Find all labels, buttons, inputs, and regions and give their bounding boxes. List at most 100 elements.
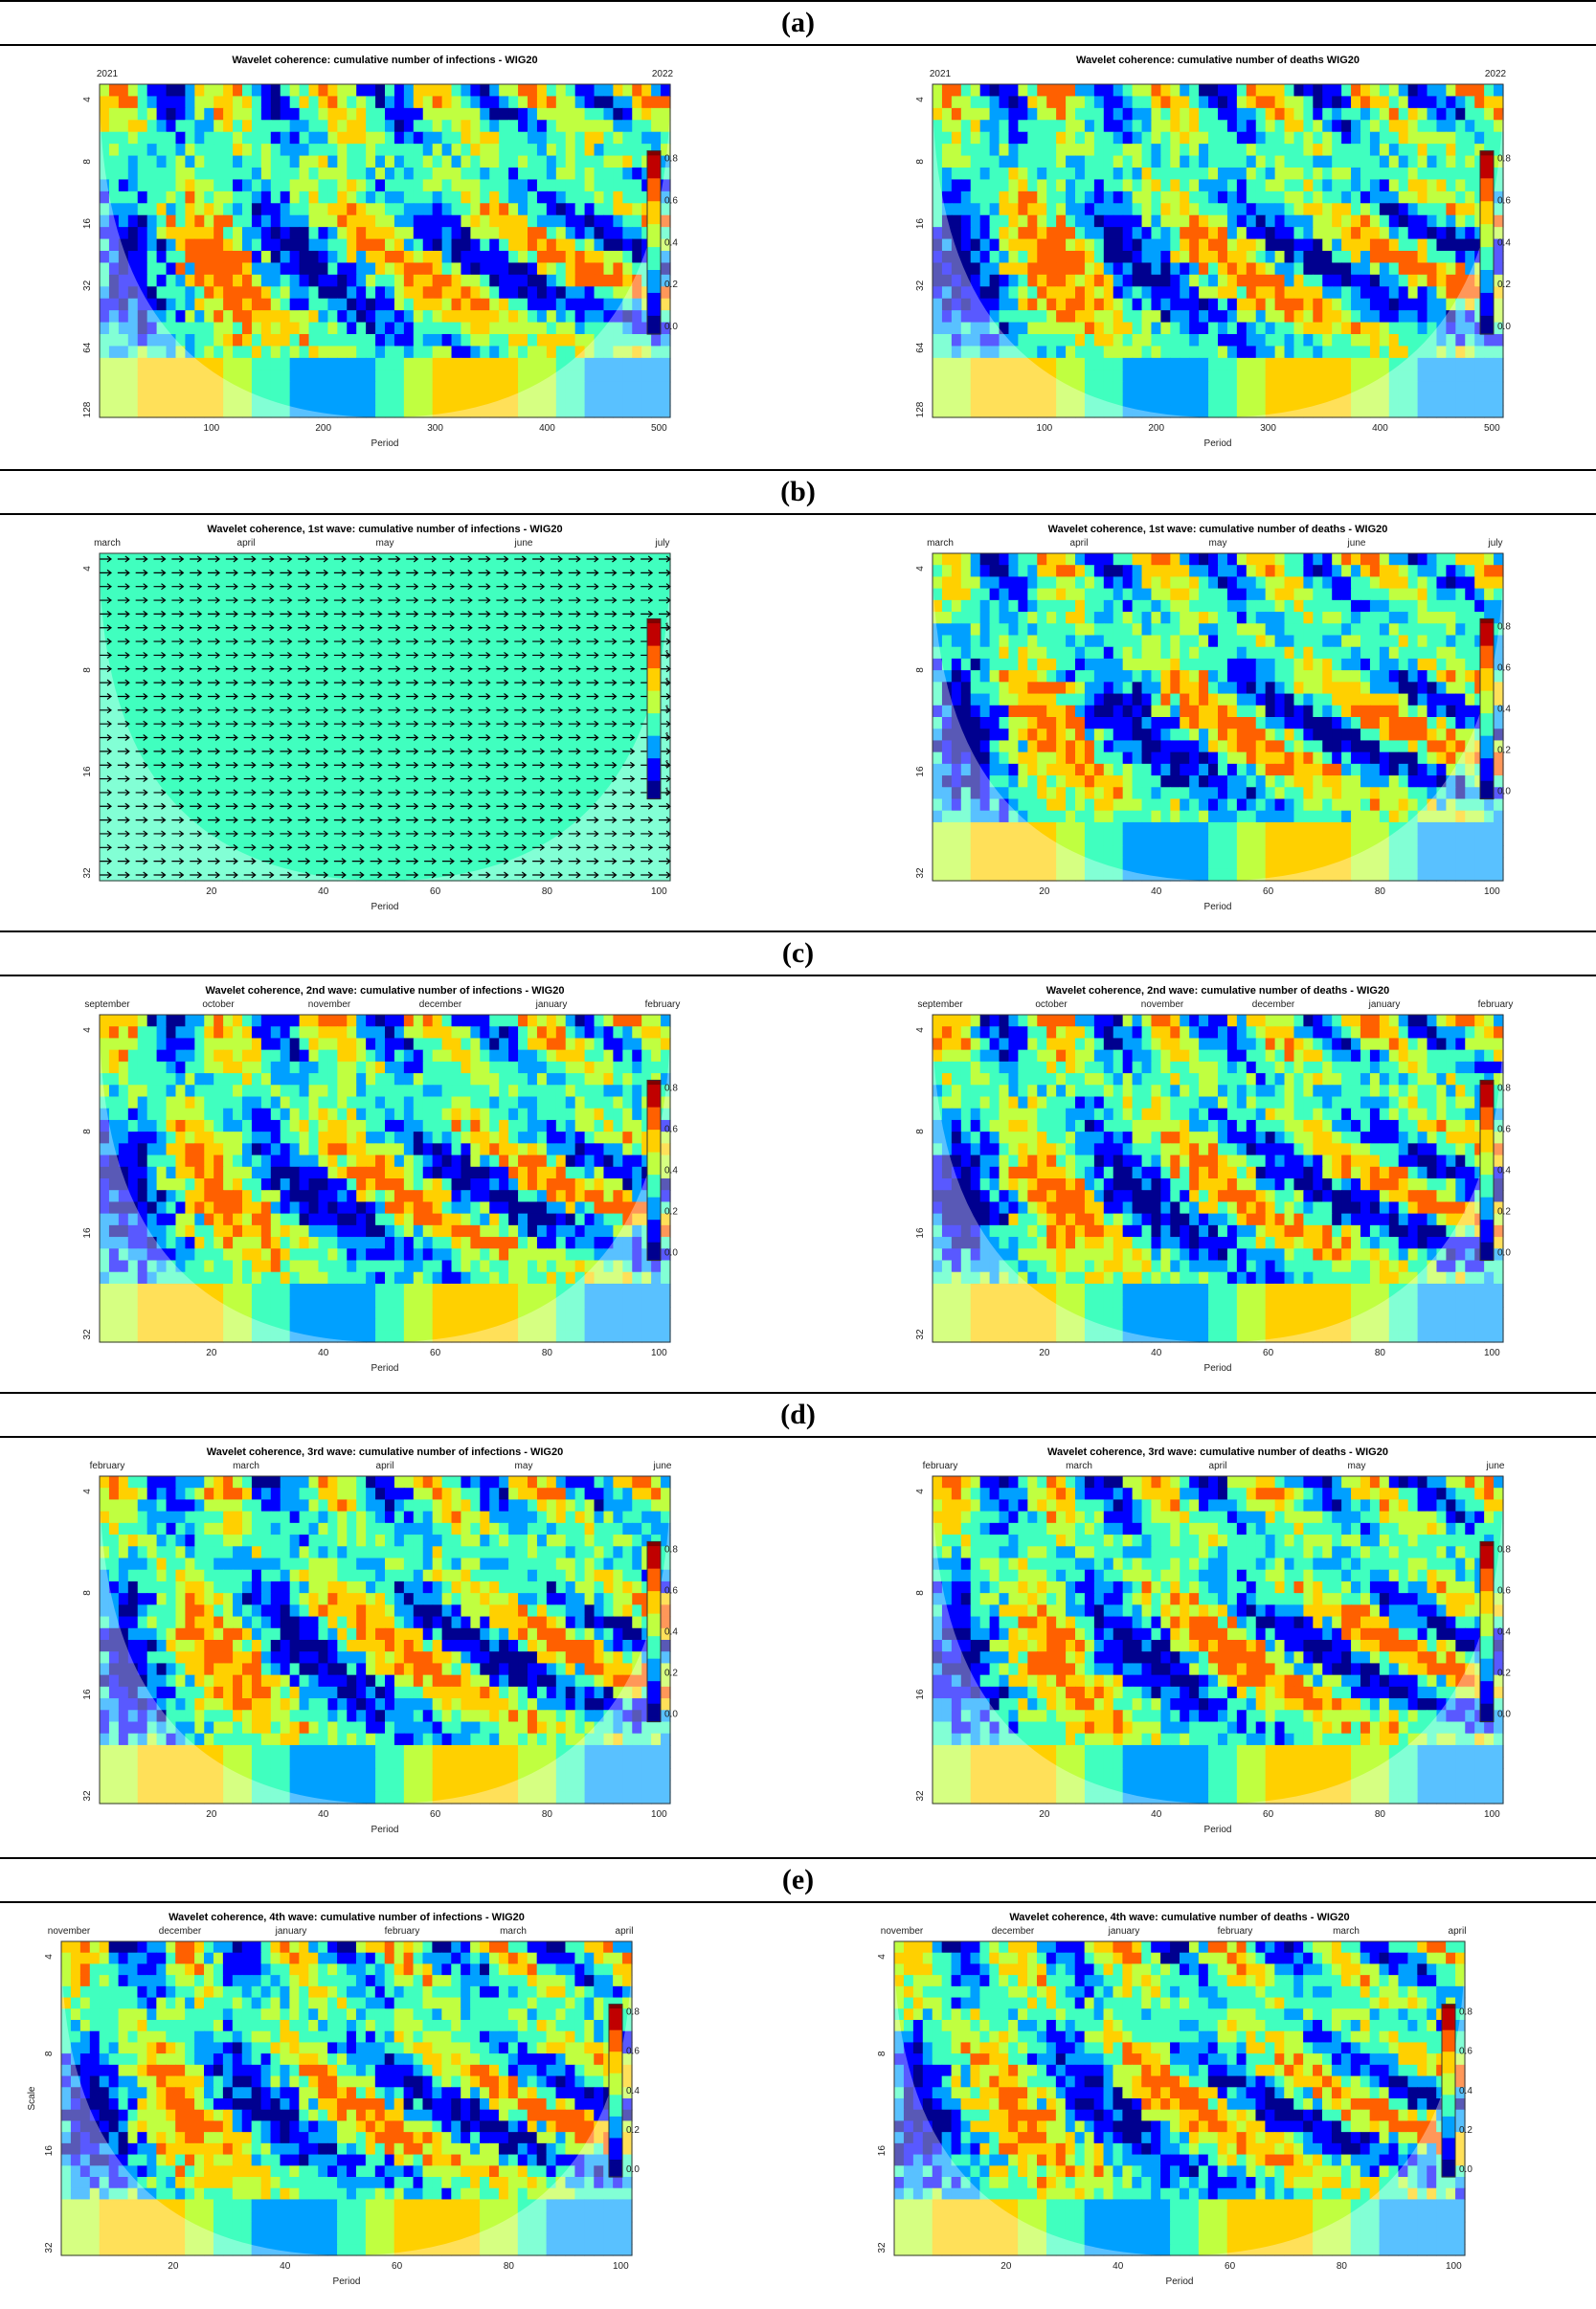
heatmap-cell (1399, 227, 1409, 239)
heatmap-cell (128, 647, 139, 660)
heatmap-cell (1484, 108, 1495, 121)
heatmap-cell (1418, 120, 1428, 132)
heatmap-cell (175, 310, 186, 323)
heatmap-cell (1208, 239, 1219, 252)
heatmap-cell (1322, 262, 1333, 275)
heatmap-cell (595, 717, 605, 729)
heatmap-cell (1046, 299, 1057, 311)
heatmap-cell (261, 239, 272, 252)
heatmap-cell (622, 215, 633, 228)
heatmap-cell (1056, 262, 1067, 275)
heatmap-cell (1322, 156, 1333, 168)
heatmap-cell (508, 834, 519, 846)
heatmap-cell (204, 299, 214, 311)
heatmap-cell (452, 706, 462, 718)
heatmap-cell (1056, 156, 1067, 168)
heatmap-cell (661, 565, 671, 577)
heatmap-cell (385, 822, 395, 835)
heatmap-cell (356, 752, 367, 765)
heatmap-cell (1170, 334, 1180, 347)
heatmap-cell (318, 227, 328, 239)
heatmap-cell (385, 84, 395, 97)
heatmap-cell (347, 179, 357, 191)
heatmap-cell (375, 299, 386, 311)
heatmap-cell (385, 215, 395, 228)
heatmap-cell (1085, 227, 1095, 239)
heatmap-cell (147, 670, 158, 683)
heatmap-cell (147, 251, 158, 263)
heatmap-cell (547, 179, 557, 191)
heatmap-cell (1008, 144, 1019, 156)
heatmap-cell (194, 203, 205, 215)
colorbar-swatch (647, 183, 661, 188)
heatmap-cell (252, 346, 262, 358)
heatmap-cell (585, 752, 596, 765)
heatmap-cell (1160, 168, 1171, 180)
heatmap-cell (1455, 132, 1466, 145)
heatmap-cell (204, 799, 214, 812)
heatmap-cell (1142, 168, 1153, 180)
heatmap-cell (414, 346, 424, 358)
heatmap-cell (1075, 120, 1086, 132)
heatmap-cell (537, 752, 548, 765)
heatmap-cell (147, 227, 158, 239)
heatmap-cell (252, 84, 262, 97)
heatmap-cell (603, 227, 614, 239)
heatmap-cell (1046, 275, 1057, 287)
heatmap-cell (499, 694, 509, 706)
heatmap-cell (423, 382, 434, 394)
heatmap-cell (461, 156, 471, 168)
heatmap-cell (1275, 358, 1286, 370)
heatmap-cell (309, 323, 320, 335)
heatmap-cell (404, 262, 415, 275)
heatmap-cell (223, 239, 234, 252)
heatmap-cell (1332, 382, 1342, 394)
heatmap-cell (433, 215, 443, 228)
heatmap-cell (185, 323, 195, 335)
heatmap-cell (318, 799, 328, 812)
heatmap-cell (613, 239, 623, 252)
heatmap-cell (1160, 84, 1171, 97)
heatmap-cell (1000, 120, 1010, 132)
heatmap-cell (1227, 108, 1238, 121)
heatmap-cell (461, 275, 471, 287)
heatmap-cell (651, 120, 662, 132)
heatmap-cell (1075, 227, 1086, 239)
heatmap-cell (423, 96, 434, 108)
heatmap-cell (223, 775, 234, 788)
heatmap-cell (327, 565, 338, 577)
heatmap-cell (1218, 406, 1228, 418)
heatmap-cell (281, 108, 291, 121)
heatmap-cell (480, 132, 490, 145)
heatmap-cell (499, 382, 509, 394)
heatmap-cell (547, 647, 557, 660)
heatmap-cell (204, 108, 214, 121)
heatmap-cell (356, 156, 367, 168)
heatmap-cell (252, 120, 262, 132)
heatmap-cell (1313, 108, 1323, 121)
heatmap-cell (1237, 393, 1248, 406)
heatmap-cell (414, 84, 424, 97)
heatmap-cell (1247, 262, 1257, 275)
heatmap-cell (318, 286, 328, 299)
heatmap-cell (242, 120, 253, 132)
heatmap-cell (109, 132, 120, 145)
heatmap-cell (394, 799, 405, 812)
heatmap-cell (1199, 108, 1209, 121)
heatmap-cell (138, 84, 148, 97)
heatmap-cell (300, 179, 310, 191)
heatmap-cell (185, 84, 195, 97)
heatmap-cell (271, 647, 281, 660)
heatmap-cell (167, 191, 177, 204)
heatmap-cell (537, 84, 548, 97)
heatmap-cell (489, 191, 500, 204)
heatmap-cell (233, 239, 243, 252)
heatmap-cell (318, 834, 328, 846)
heatmap-cell (1027, 108, 1038, 121)
heatmap-cell (242, 299, 253, 311)
heatmap-cell (423, 834, 434, 846)
heatmap-cell (138, 729, 148, 741)
heatmap-cell (1142, 382, 1153, 394)
heatmap-cell (480, 382, 490, 394)
heatmap-cell (309, 120, 320, 132)
